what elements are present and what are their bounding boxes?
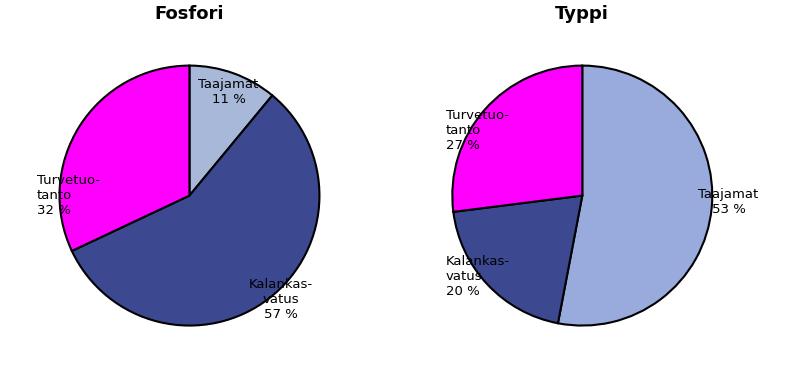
Wedge shape <box>72 95 319 326</box>
Wedge shape <box>558 66 712 326</box>
Wedge shape <box>59 66 189 251</box>
Wedge shape <box>453 196 582 323</box>
Title: Typpi: Typpi <box>556 5 609 23</box>
Text: Kalankas-
vatus
20 %: Kalankas- vatus 20 % <box>446 255 510 298</box>
Text: Taajamat
53 %: Taajamat 53 % <box>698 188 759 216</box>
Text: Turvetuo-
tanto
27 %: Turvetuo- tanto 27 % <box>446 109 509 152</box>
Text: Taajamat
11 %: Taajamat 11 % <box>199 78 258 105</box>
Title: Fosfori: Fosfori <box>154 5 225 23</box>
Wedge shape <box>452 66 582 212</box>
Text: Kalankas-
vatus
57 %: Kalankas- vatus 57 % <box>248 278 313 321</box>
Text: Turvetuo-
tanto
32 %: Turvetuo- tanto 32 % <box>37 174 100 217</box>
Wedge shape <box>189 66 273 196</box>
